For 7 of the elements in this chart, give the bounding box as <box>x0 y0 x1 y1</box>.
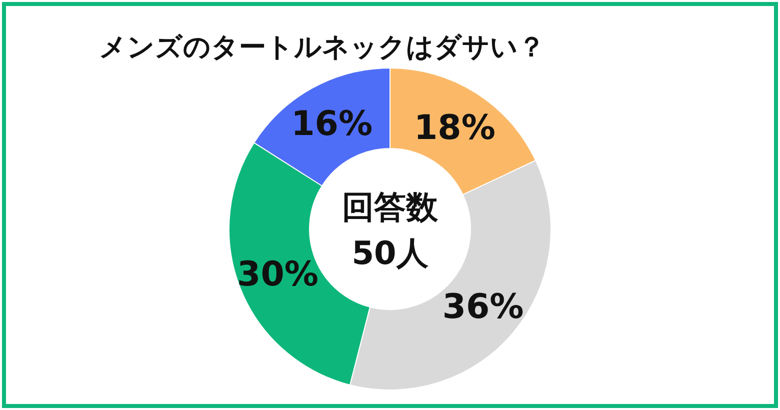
data-label: 16% <box>291 104 373 144</box>
data-label: 30% <box>237 254 318 294</box>
chart-title: メンズのタートルネックはダサい？ <box>99 32 545 63</box>
data-label: 18% <box>414 108 496 148</box>
data-label: 36% <box>442 286 524 327</box>
text: 回答数 <box>342 188 439 226</box>
text: 50人 <box>352 234 430 272</box>
